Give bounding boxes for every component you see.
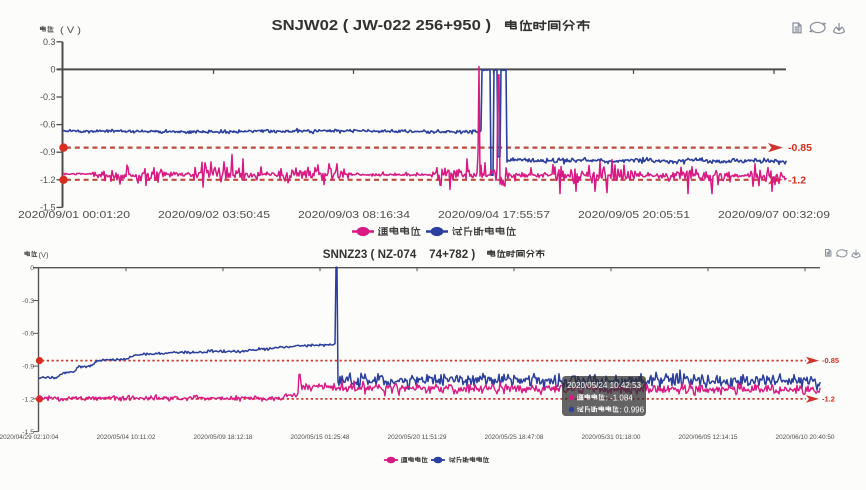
svg-text:2020/09/04 17:55:57: 2020/09/04 17:55:57: [438, 209, 550, 221]
svg-text:-0.3: -0.3: [40, 92, 56, 102]
svg-text:-1.5: -1.5: [40, 202, 56, 212]
svg-text:-0.6: -0.6: [22, 331, 34, 338]
svg-text:-0.3: -0.3: [22, 298, 34, 305]
svg-text:SNNZ23 ( NZ-074 74+782 ): SNNZ23 ( NZ-074 74+782 ): [323, 247, 476, 261]
svg-text:: 0.996: : 0.996: [620, 406, 645, 415]
svg-text:2020/09/03 08:16:34: 2020/09/03 08:16:34: [298, 209, 410, 221]
svg-text:2020/09/02 03:50:45: 2020/09/02 03:50:45: [158, 209, 270, 221]
svg-text:-1.2: -1.2: [40, 175, 56, 185]
svg-text:2020/05/20 11:51:29: 2020/05/20 11:51:29: [388, 435, 448, 441]
svg-text:-1.2: -1.2: [822, 394, 835, 403]
svg-text:2020/06/10 20:40:50: 2020/06/10 20:40:50: [776, 435, 836, 441]
svg-text:-0.85: -0.85: [788, 142, 812, 154]
svg-text:2020/05/24 10:42:53: 2020/05/24 10:42:53: [567, 381, 642, 390]
svg-text:-0.9: -0.9: [40, 147, 56, 157]
svg-text:2020/05/31 01:18:00: 2020/05/31 01:18:00: [582, 435, 642, 441]
svg-text:0: 0: [50, 64, 55, 74]
svg-text:-0.9: -0.9: [22, 364, 34, 371]
svg-text:2020/05/25 18:47:08: 2020/05/25 18:47:08: [485, 435, 545, 441]
svg-text:2020/09/05 20:05:51: 2020/09/05 20:05:51: [578, 209, 690, 221]
svg-text:2020/04/29 02:10:04: 2020/04/29 02:10:04: [0, 435, 59, 441]
svg-text:0: 0: [30, 265, 34, 272]
svg-text:( V ): ( V ): [60, 25, 81, 35]
svg-text:SNJW02 ( JW-022 256+950 ): SNJW02 ( JW-022 256+950 ): [272, 17, 492, 34]
svg-text:-1.2: -1.2: [22, 396, 34, 403]
svg-text:2020/06/05 12:14:15: 2020/06/05 12:14:15: [679, 435, 739, 441]
svg-text:-0.85: -0.85: [822, 356, 839, 365]
svg-text:(V): (V): [39, 251, 50, 260]
svg-text:2020/05/09 18:12:18: 2020/05/09 18:12:18: [194, 435, 254, 441]
svg-text:2020/05/15 01:25:48: 2020/05/15 01:25:48: [291, 435, 351, 441]
svg-text:-0.6: -0.6: [40, 120, 56, 130]
svg-text:2020/05/04 10:11:02: 2020/05/04 10:11:02: [97, 435, 157, 441]
svg-text:2020/09/07 00:32:09: 2020/09/07 00:32:09: [718, 209, 830, 221]
svg-text:-1.5: -1.5: [22, 429, 34, 436]
svg-text:0.3: 0.3: [43, 37, 56, 47]
svg-text:: -1.084: : -1.084: [606, 394, 634, 403]
svg-text:2020/09/01 00:01:20: 2020/09/01 00:01:20: [18, 209, 130, 221]
svg-text:-1.2: -1.2: [788, 174, 806, 186]
